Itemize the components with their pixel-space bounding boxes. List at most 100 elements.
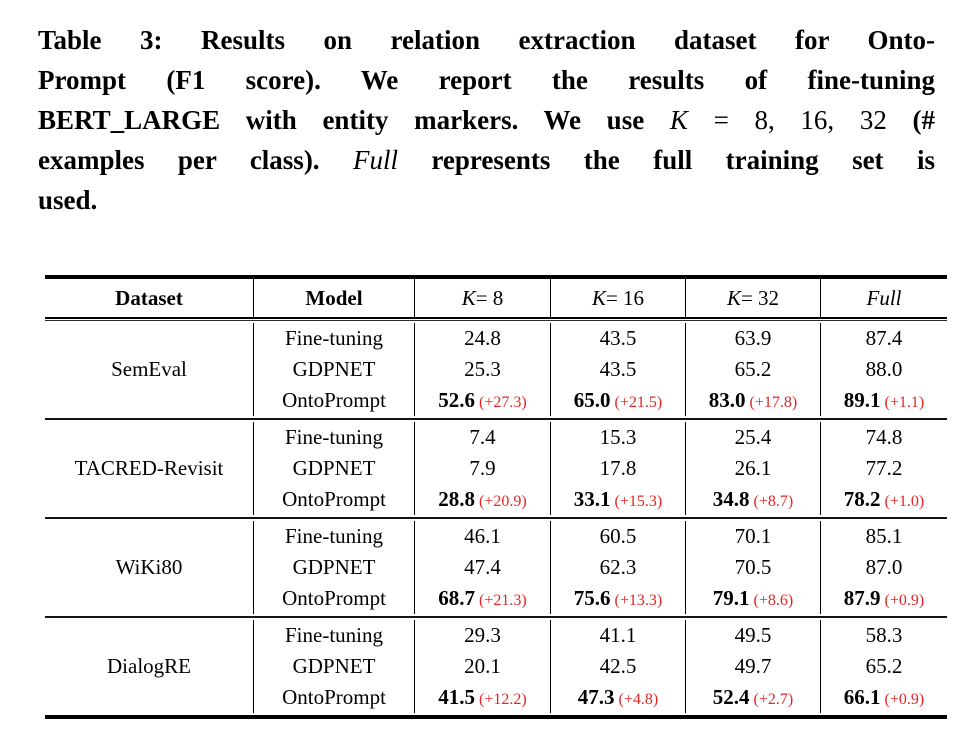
- model-label: GDPNET: [292, 555, 376, 579]
- table-group-dialogre: DialogRE Fine-tuning GDPNET OntoPrompt 2…: [45, 618, 947, 715]
- caption-text: examples per class).: [38, 145, 353, 175]
- value: 65.2: [734, 357, 772, 381]
- dataset-cell: WiKi80: [45, 521, 253, 614]
- caption-text: represents the full training set is: [397, 145, 935, 175]
- table-group-semeval: SemEval Fine-tuning GDPNET OntoPrompt 24…: [45, 321, 947, 418]
- best-value-line: 89.1 (+1.1): [821, 385, 947, 416]
- best-value: 52.4: [712, 685, 750, 709]
- caption-text: Prompt (F1 score). We report the results…: [38, 65, 935, 95]
- value: 25.3: [464, 357, 501, 381]
- caption-line-3: BERT_LARGE with entity markers. We use K…: [38, 100, 935, 140]
- value: 85.1: [865, 524, 903, 548]
- caption-line-2: Prompt (F1 score). We report the results…: [38, 60, 935, 100]
- gain-value: (+4.8): [618, 691, 659, 708]
- header-cell-k16: K = 16: [550, 279, 685, 317]
- value: 43.5: [599, 326, 637, 350]
- gain-value: (+1.0): [884, 493, 925, 510]
- table-top-rule: [45, 275, 947, 279]
- gain-value: (+15.3): [614, 493, 663, 510]
- gain-value: (+21.3): [479, 592, 527, 609]
- dataset-cell: DialogRE: [45, 620, 253, 713]
- table-bottom-rule: [45, 715, 947, 719]
- value: 29.3: [464, 623, 501, 647]
- gain-value: (+13.3): [614, 592, 663, 609]
- value: 87.0: [865, 555, 903, 579]
- value: 7.9: [469, 456, 496, 480]
- caption-math-k: K: [669, 105, 688, 135]
- value: 47.4: [464, 555, 501, 579]
- value-column-full: 87.4 88.0 89.1 (+1.1): [820, 323, 947, 416]
- header-cell-full: Full: [820, 279, 947, 317]
- header-label: = 8: [475, 285, 504, 310]
- caption-math-values: = 8, 16, 32: [687, 105, 913, 135]
- value-column-full: 85.1 87.0 87.9 (+0.9): [820, 521, 947, 614]
- caption-full-italic: Full: [352, 145, 398, 175]
- value: 25.4: [734, 425, 772, 449]
- best-value-line: 52.6 (+27.3): [415, 385, 550, 416]
- header-label: Full: [866, 285, 902, 310]
- value: 88.0: [865, 357, 903, 381]
- value-column-k8: 24.8 25.3 52.6 (+27.3): [414, 323, 550, 416]
- value: 74.8: [865, 425, 903, 449]
- gain-value: (+17.8): [749, 394, 798, 411]
- value: 49.5: [734, 623, 772, 647]
- value-column-k32: 25.4 26.1 34.8 (+8.7): [685, 422, 820, 515]
- best-value: 28.8: [438, 487, 476, 511]
- best-value-line: 47.3 (+4.8): [551, 682, 685, 713]
- table-header-row: Dataset Model K = 8 K = 16 K = 32 Full: [45, 279, 947, 317]
- value: 7.4: [469, 425, 496, 449]
- value: 87.4: [865, 326, 903, 350]
- table-header-rule: [45, 317, 947, 321]
- gain-value: (+0.9): [884, 592, 925, 609]
- value-column-k8: 29.3 20.1 41.5 (+12.2): [414, 620, 550, 713]
- best-value: 78.2: [843, 487, 881, 511]
- gain-value: (+2.7): [753, 691, 794, 708]
- best-value-line: 65.0 (+21.5): [551, 385, 685, 416]
- gain-value: (+21.5): [614, 394, 663, 411]
- table-caption: Table 3: Results on relation extraction …: [38, 20, 935, 220]
- best-value: 34.8: [712, 487, 750, 511]
- header-label: Model: [305, 285, 363, 310]
- table-group-tacred-revisit: TACRED-Revisit Fine-tuning GDPNET OntoPr…: [45, 420, 947, 517]
- gain-value: (+8.7): [753, 493, 794, 510]
- value-column-k8: 7.4 7.9 28.8 (+20.9): [414, 422, 550, 515]
- model-label: Fine-tuning: [285, 524, 383, 548]
- value: 70.1: [734, 524, 772, 548]
- caption-text: Table 3: Results on relation extraction …: [38, 25, 935, 55]
- best-value: 33.1: [573, 487, 611, 511]
- model-label: Fine-tuning: [285, 326, 383, 350]
- header-cell-dataset: Dataset: [45, 279, 253, 317]
- best-value: 41.5: [438, 685, 476, 709]
- best-value-line: 34.8 (+8.7): [686, 484, 820, 515]
- dataset-label: DialogRE: [107, 654, 191, 678]
- best-value: 79.1: [712, 586, 750, 610]
- gain-value: (+12.2): [479, 691, 527, 708]
- value-column-k16: 43.5 43.5 65.0 (+21.5): [550, 323, 685, 416]
- caption-text: used.: [38, 185, 98, 215]
- dataset-cell: TACRED-Revisit: [45, 422, 253, 515]
- best-value: 89.1: [843, 388, 881, 412]
- model-label: OntoPrompt: [282, 487, 386, 511]
- best-value-line: 78.2 (+1.0): [821, 484, 947, 515]
- best-value-line: 87.9 (+0.9): [821, 583, 947, 614]
- table-group-wiki80: WiKi80 Fine-tuning GDPNET OntoPrompt 46.…: [45, 519, 947, 616]
- model-column: Fine-tuning GDPNET OntoPrompt: [253, 620, 414, 713]
- value-column-k16: 41.1 42.5 47.3 (+4.8): [550, 620, 685, 713]
- header-k-symbol: K: [591, 285, 606, 310]
- best-value-line: 79.1 (+8.6): [686, 583, 820, 614]
- header-label: = 16: [605, 285, 645, 310]
- header-k-symbol: K: [461, 285, 476, 310]
- table-group-rule: [45, 418, 947, 420]
- model-label: Fine-tuning: [285, 623, 383, 647]
- value: 24.8: [464, 326, 501, 350]
- value-column-k32: 70.1 70.5 79.1 (+8.6): [685, 521, 820, 614]
- value-column-k16: 15.3 17.8 33.1 (+15.3): [550, 422, 685, 515]
- value-column-k32: 49.5 49.7 52.4 (+2.7): [685, 620, 820, 713]
- value-column-k16: 60.5 62.3 75.6 (+13.3): [550, 521, 685, 614]
- header-cell-k32: K = 32: [685, 279, 820, 317]
- model-column: Fine-tuning GDPNET OntoPrompt: [253, 422, 414, 515]
- header-cell-model: Model: [253, 279, 414, 317]
- dataset-label: WiKi80: [115, 555, 183, 579]
- dataset-label: TACRED-Revisit: [74, 456, 224, 480]
- header-label: Dataset: [115, 285, 183, 310]
